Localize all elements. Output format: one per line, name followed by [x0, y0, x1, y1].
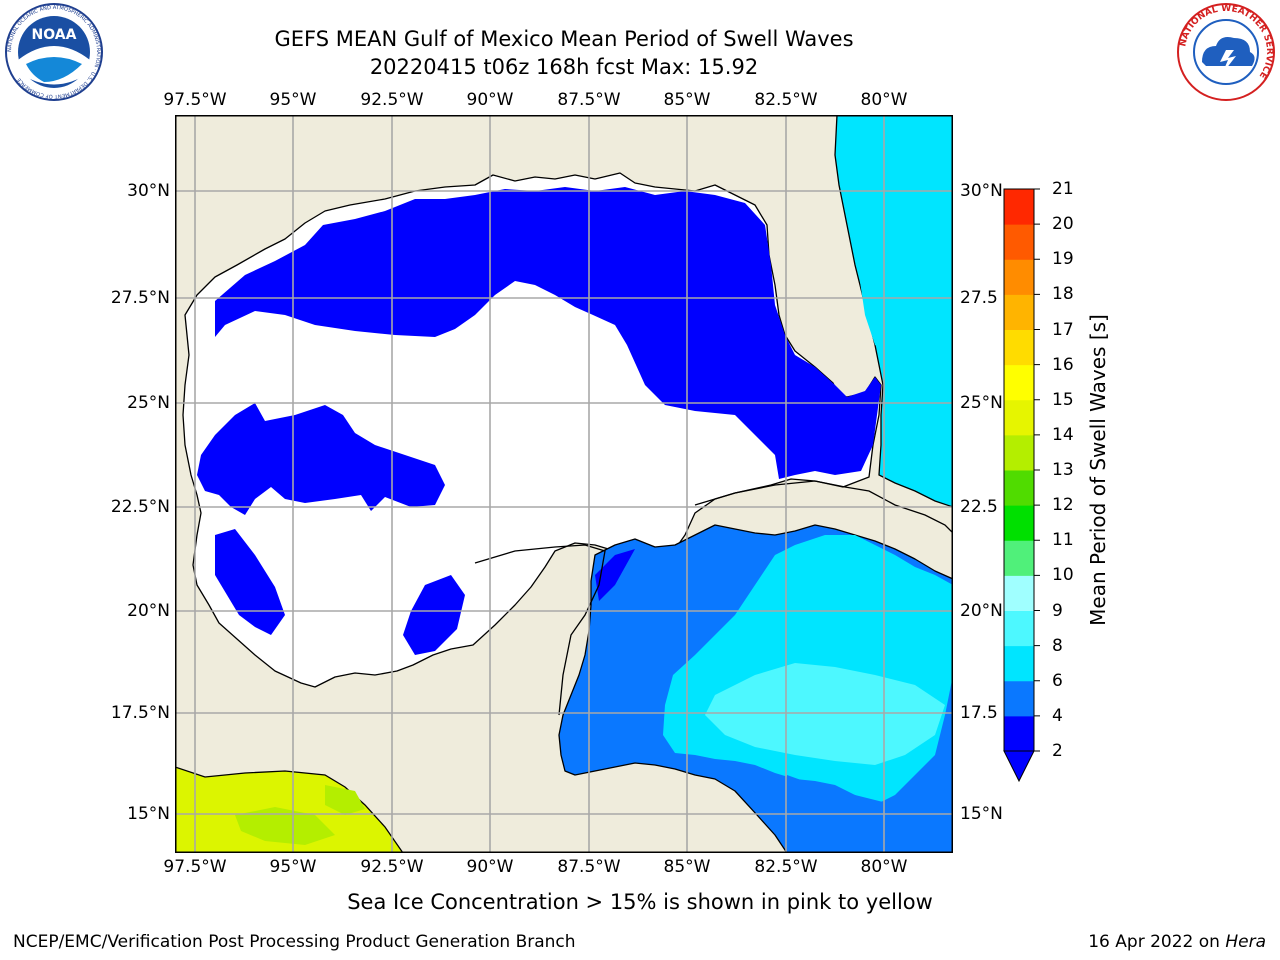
colorbar — [1003, 188, 1040, 783]
lat-label-left: 25°N — [127, 393, 170, 413]
lat-label-right: 15°N — [960, 804, 1003, 824]
lon-label-bottom: 97.5°W — [163, 857, 227, 877]
lon-label-top: 85°W — [663, 90, 711, 110]
footer-host: Hera — [1225, 932, 1266, 952]
cuba-coastline — [694, 480, 953, 534]
graticule — [175, 115, 953, 853]
lon-label-top: 87.5°W — [557, 90, 621, 110]
colorbar-segment — [1004, 715, 1034, 752]
colorbar-tick-label: 6 — [1052, 670, 1063, 691]
colorbar-tick-label: 13 — [1052, 460, 1074, 480]
lon-label-top: 90°W — [466, 90, 514, 110]
noaa-logo-text: NOAA — [32, 27, 77, 43]
lon-label-bottom: 90°W — [466, 857, 514, 877]
colorbar-tick-label: 8 — [1052, 635, 1063, 656]
lat-label-left: 27.5°N — [110, 288, 170, 308]
colorbar-segment — [1004, 259, 1034, 295]
map-subtitle: 20220415 t06z 168h fcst Max: 15.92 — [369, 55, 759, 79]
colorbar-tick-label: 10 — [1052, 565, 1074, 586]
sea-ice-note: Sea Ice Concentration > 15% is shown in … — [347, 890, 933, 914]
lon-label-top: 92.5°W — [360, 90, 424, 110]
lon-label-bottom: 82.5°W — [754, 857, 818, 877]
lon-label-top: 97.5°W — [163, 90, 227, 110]
lat-label-right: 22.5 — [960, 497, 998, 517]
nws-logo: NATIONAL WEATHER SERVICE — [1177, 3, 1275, 101]
colorbar-tick-label: 15 — [1052, 389, 1074, 410]
colorbar-tick-label: 16 — [1052, 354, 1074, 375]
lon-label-bottom: 80°W — [860, 857, 908, 877]
lon-label-bottom: 85°W — [663, 857, 711, 877]
colorbar-segment — [1004, 575, 1034, 611]
colorbar-tick-label: 19 — [1052, 249, 1074, 270]
yucatan-coastline — [474, 544, 606, 716]
colorbar-tick-label: 4 — [1052, 705, 1063, 726]
colorbar-segment — [1004, 540, 1034, 576]
lon-label-top: 82.5°W — [754, 90, 818, 110]
colorbar-segment — [1004, 399, 1034, 436]
colorbar-segment — [1004, 364, 1034, 401]
colorbar-tick-label: 2 — [1052, 741, 1063, 761]
colorbar-segment — [1004, 189, 1034, 225]
colorbar-segment — [1004, 434, 1034, 471]
lat-label-left: 22.5°N — [110, 497, 170, 517]
colorbar-segment — [1004, 680, 1034, 717]
colorbar-tick-label: 21 — [1052, 179, 1074, 199]
colorbar-tick-label: 11 — [1052, 530, 1074, 551]
colorbar-segment — [1004, 224, 1034, 260]
colorbar-tick-label: 20 — [1052, 214, 1074, 235]
colorbar-title: Mean Period of Swell Waves [s] — [1086, 314, 1110, 626]
colorbar-segment — [1004, 610, 1034, 647]
map-title: GEFS MEAN Gulf of Mexico Mean Period of … — [274, 27, 854, 51]
lon-label-bottom: 87.5°W — [557, 857, 621, 877]
colorbar-segment — [1004, 505, 1034, 541]
lat-label-left: 15°N — [127, 804, 170, 824]
footer-credit: NCEP/EMC/Verification Post Processing Pr… — [13, 932, 576, 952]
colorbar-tick-label: 12 — [1052, 495, 1074, 516]
lat-label-left: 20°N — [127, 601, 170, 621]
lat-label-right: 27.5 — [960, 288, 998, 308]
colorbar-tick-label: 17 — [1052, 319, 1074, 340]
lon-label-top: 80°W — [860, 90, 908, 110]
colorbar-under-triangle — [1003, 750, 1035, 783]
swell-low-blue — [197, 187, 881, 655]
lat-label-right: 30°N — [960, 181, 1003, 201]
colorbar-segment — [1004, 645, 1034, 682]
gulf-map — [175, 115, 953, 853]
map-frame — [175, 115, 953, 853]
lat-label-right: 25°N — [960, 393, 1003, 413]
lon-label-top: 95°W — [269, 90, 317, 110]
colorbar-segment — [1004, 329, 1034, 366]
footer-date: 16 Apr 2022 on Hera — [1088, 932, 1266, 952]
colorbar-tick-label: 14 — [1052, 424, 1074, 445]
lat-label-left: 17.5°N — [110, 703, 170, 723]
pacific-green-patches — [235, 785, 365, 845]
colorbar-tick-label: 9 — [1052, 600, 1063, 621]
colorbar-segment — [1004, 470, 1034, 506]
lon-label-bottom: 95°W — [269, 857, 317, 877]
lon-label-bottom: 92.5°W — [360, 857, 424, 877]
colorbar-tick-label: 18 — [1052, 284, 1074, 305]
colorbar-segment — [1004, 294, 1034, 330]
lat-label-right: 20°N — [960, 601, 1003, 621]
noaa-logo: NOAA NATIONAL OCEANIC AND ATMOSPHERIC AD… — [5, 3, 103, 101]
lat-label-right: 17.5 — [960, 703, 998, 723]
lat-label-left: 30°N — [127, 181, 170, 201]
swell-higher-light-cyan — [705, 663, 945, 765]
